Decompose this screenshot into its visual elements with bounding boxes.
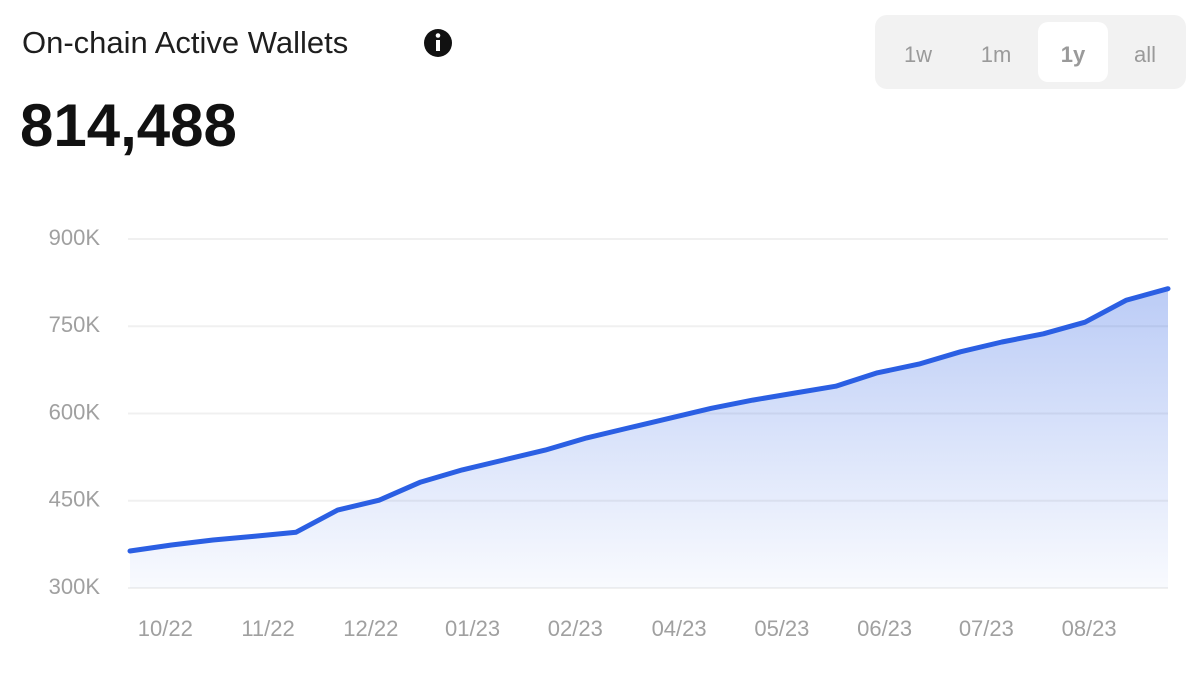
x-tick-label: 06/23 <box>857 616 912 641</box>
line <box>127 286 1171 554</box>
x-tick-label: 04/23 <box>652 616 707 641</box>
range-button-label: 1y <box>1061 42 1086 67</box>
x-tick-label: 12/22 <box>343 616 398 641</box>
range-button-label: 1w <box>904 42 932 67</box>
x-tick-label: 11/22 <box>241 616 294 641</box>
y-tick-label: 600K <box>49 399 101 424</box>
current-value: 814,488 <box>20 92 237 159</box>
x-tick-label: 10/22 <box>138 616 193 641</box>
range-button[interactable]: 1w <box>904 42 932 67</box>
range-button-label: 1m <box>981 42 1012 67</box>
range-button[interactable]: 1y <box>1038 22 1108 82</box>
area-fill <box>130 288 1168 588</box>
y-tick-label: 900K <box>49 225 101 250</box>
range-button[interactable]: all <box>1134 42 1156 67</box>
x-tick-label: 02/23 <box>548 616 603 641</box>
y-tick-label: 750K <box>49 312 101 337</box>
x-tick-label: 05/23 <box>754 616 809 641</box>
range-button[interactable]: 1m <box>981 42 1012 67</box>
info-icon[interactable] <box>424 29 452 57</box>
x-tick-label: 07/23 <box>959 616 1014 641</box>
range-selector <box>875 15 1186 89</box>
range-button-label: all <box>1134 42 1156 67</box>
title: On-chain Active Wallets <box>22 25 348 60</box>
y-tick-label: 450K <box>49 487 101 512</box>
x-tick-label: 08/23 <box>1062 616 1117 641</box>
range-button-selected-bg <box>1038 22 1108 82</box>
x-tick-label: 01/23 <box>445 616 500 641</box>
y-tick-label: 300K <box>49 574 101 599</box>
